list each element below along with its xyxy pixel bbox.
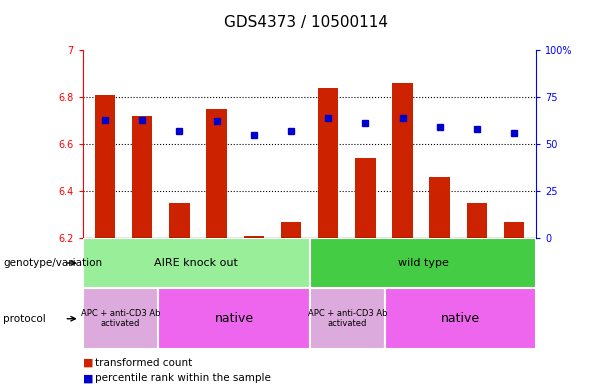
Bar: [281, 222, 301, 238]
Bar: [392, 83, 413, 238]
Text: APC + anti-CD3 Ab
activated: APC + anti-CD3 Ab activated: [81, 309, 161, 328]
Bar: [169, 203, 189, 238]
Bar: [385, 288, 536, 349]
Text: genotype/variation: genotype/variation: [3, 258, 102, 268]
Bar: [95, 94, 115, 238]
Text: AIRE knock out: AIRE knock out: [154, 258, 238, 268]
Text: APC + anti-CD3 Ab
activated: APC + anti-CD3 Ab activated: [308, 309, 387, 328]
Bar: [158, 288, 310, 349]
Bar: [83, 238, 310, 288]
Text: ■: ■: [83, 373, 93, 383]
Bar: [430, 177, 450, 238]
Bar: [318, 88, 338, 238]
Bar: [310, 238, 536, 288]
Text: wild type: wild type: [398, 258, 448, 268]
Bar: [466, 203, 487, 238]
Bar: [83, 288, 158, 349]
Text: native: native: [215, 312, 254, 325]
Bar: [243, 236, 264, 238]
Bar: [132, 116, 153, 238]
Text: protocol: protocol: [3, 314, 46, 324]
Bar: [207, 109, 227, 238]
Bar: [355, 158, 376, 238]
Text: GDS4373 / 10500114: GDS4373 / 10500114: [224, 15, 389, 30]
Text: percentile rank within the sample: percentile rank within the sample: [95, 373, 271, 383]
Bar: [504, 222, 524, 238]
Text: native: native: [441, 312, 481, 325]
Text: transformed count: transformed count: [95, 358, 192, 368]
Text: ■: ■: [83, 358, 93, 368]
Bar: [310, 288, 385, 349]
